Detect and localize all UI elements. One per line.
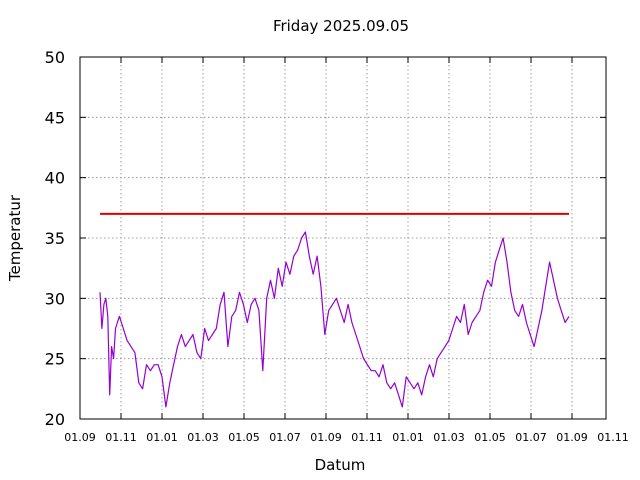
x-tick-label: 01.07 (269, 431, 301, 444)
x-axis-label: Datum (315, 456, 366, 474)
series-group (99, 212, 570, 408)
y-tick-label: 25 (45, 350, 65, 369)
x-tick-label: 01.11 (105, 431, 137, 444)
x-tick-label: 01.01 (392, 431, 424, 444)
x-tick-label: 01.07 (515, 431, 547, 444)
temperature-series-line (99, 231, 570, 408)
x-tick-label: 01.03 (433, 431, 465, 444)
x-tick-label: 01.05 (228, 431, 260, 444)
x-tick-label: 01.09 (64, 431, 96, 444)
grid (80, 57, 606, 419)
x-tick-label: 01.11 (351, 431, 383, 444)
x-tick-label: 01.01 (146, 431, 178, 444)
y-tick-label: 20 (45, 410, 65, 429)
chart-title: Friday 2025.09.05 (273, 17, 409, 35)
y-tick-label: 45 (45, 108, 65, 127)
x-tick-label: 01.11 (597, 431, 629, 444)
y-tick-label: 35 (45, 229, 65, 248)
y-tick-label: 30 (45, 289, 65, 308)
x-tick-label: 01.09 (556, 431, 588, 444)
x-tick-label: 01.03 (187, 431, 219, 444)
y-axis-ticks: 20 25 30 35 40 45 50 (45, 48, 606, 429)
y-axis-label: Temperatur (6, 194, 24, 282)
y-tick-label: 40 (45, 169, 65, 188)
x-tick-label: 01.09 (310, 431, 342, 444)
x-tick-label: 01.05 (474, 431, 506, 444)
x-axis-ticks: 01.09 01.11 01.01 01.03 01.05 01.07 01.09 01.11… (64, 57, 629, 444)
plot-frame (79, 56, 607, 420)
y-tick-label: 50 (45, 48, 65, 67)
